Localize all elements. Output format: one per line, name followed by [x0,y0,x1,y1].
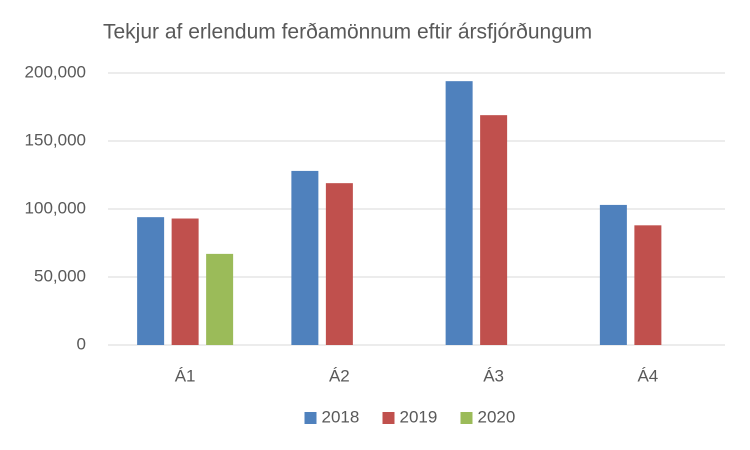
bar [291,170,319,345]
y-tick-label: 0 [77,334,86,353]
bar [634,225,662,345]
legend-label: 2018 [322,407,360,426]
legend-label: 2020 [478,407,516,426]
x-tick-label: Á1 [175,366,196,385]
legend-swatch [304,412,317,424]
bar [137,217,165,345]
bar [599,204,627,345]
legend-label: 2019 [400,407,438,426]
bar [480,115,508,345]
y-tick-label: 150,000 [25,130,86,149]
x-tick-label: Á4 [637,366,658,385]
x-tick-label: Á3 [483,366,504,385]
y-tick-label: 100,000 [25,198,86,217]
bar [171,218,199,345]
legend-swatch [382,412,395,424]
bar [325,183,353,345]
bar [445,81,473,345]
legend-swatch [460,412,473,424]
y-tick-label: 200,000 [25,62,86,81]
bar [206,253,234,345]
x-tick-label: Á2 [329,366,350,385]
chart-title: Tekjur af erlendum ferðamönnum eftir árs… [103,21,592,44]
y-tick-label: 50,000 [34,266,86,285]
